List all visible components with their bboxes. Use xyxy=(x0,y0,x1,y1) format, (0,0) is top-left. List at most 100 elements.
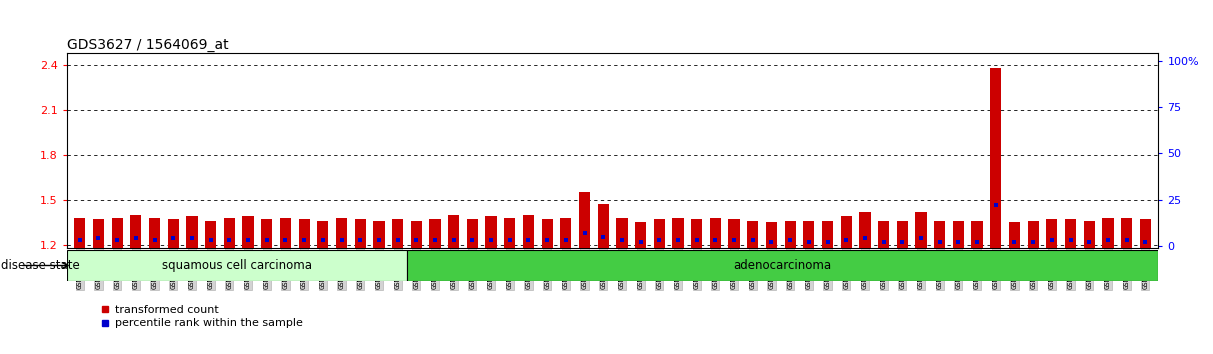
Text: adenocarcinoma: adenocarcinoma xyxy=(734,259,832,272)
Point xyxy=(426,238,445,243)
Bar xyxy=(841,216,852,248)
Bar xyxy=(691,219,702,248)
Bar xyxy=(896,221,907,248)
Bar xyxy=(505,218,516,248)
Point xyxy=(575,230,594,236)
Bar xyxy=(187,216,198,248)
Point xyxy=(238,238,257,243)
Point xyxy=(668,238,688,243)
Point xyxy=(593,234,613,239)
Point xyxy=(126,236,146,241)
Bar xyxy=(243,216,254,248)
Point xyxy=(556,238,575,243)
Point xyxy=(369,238,388,243)
Bar xyxy=(485,216,496,248)
Bar xyxy=(990,68,1002,248)
Bar xyxy=(654,219,665,248)
Bar xyxy=(747,221,758,248)
Bar xyxy=(112,218,123,248)
Point xyxy=(482,238,501,243)
Point xyxy=(818,239,837,245)
Point xyxy=(519,238,539,243)
Bar xyxy=(223,218,235,248)
Bar xyxy=(467,219,478,248)
Bar xyxy=(878,221,889,248)
Point xyxy=(182,236,201,241)
Point xyxy=(164,236,183,241)
Point xyxy=(687,238,706,243)
Point xyxy=(968,239,987,245)
Bar xyxy=(429,219,440,248)
Bar xyxy=(67,250,406,281)
Point xyxy=(855,236,875,241)
Bar xyxy=(859,212,871,248)
Point xyxy=(1080,239,1099,245)
Bar xyxy=(729,219,740,248)
Point xyxy=(1024,239,1043,245)
Point xyxy=(631,239,650,245)
Bar xyxy=(130,215,142,248)
Point xyxy=(89,236,108,241)
Point xyxy=(1042,238,1061,243)
Text: GDS3627 / 1564069_at: GDS3627 / 1564069_at xyxy=(67,38,228,52)
Point xyxy=(537,238,557,243)
Point xyxy=(1098,238,1117,243)
Text: squamous cell carcinoma: squamous cell carcinoma xyxy=(161,259,312,272)
Point xyxy=(911,236,930,241)
Point xyxy=(144,238,164,243)
Point xyxy=(837,238,856,243)
Point xyxy=(1117,238,1137,243)
Point xyxy=(108,238,127,243)
Bar xyxy=(93,219,104,248)
Point xyxy=(220,238,239,243)
Bar xyxy=(785,221,796,248)
Bar xyxy=(1047,219,1058,248)
Point xyxy=(650,238,670,243)
Point xyxy=(313,238,332,243)
Point xyxy=(500,238,519,243)
Bar xyxy=(1027,221,1038,248)
Legend: transformed count, percentile rank within the sample: transformed count, percentile rank withi… xyxy=(97,301,308,333)
Bar xyxy=(205,221,216,248)
Bar xyxy=(560,218,571,248)
Bar xyxy=(280,218,291,248)
Bar xyxy=(803,221,814,248)
Bar xyxy=(598,204,609,248)
Bar xyxy=(616,218,627,248)
Point xyxy=(388,238,408,243)
Bar xyxy=(167,219,178,248)
Bar xyxy=(1083,221,1095,248)
Point xyxy=(744,238,763,243)
Bar xyxy=(523,215,534,248)
Bar xyxy=(579,192,591,248)
Point xyxy=(1135,239,1155,245)
Point xyxy=(332,238,352,243)
Point xyxy=(780,238,799,243)
Bar xyxy=(406,250,1158,281)
Point xyxy=(351,238,370,243)
Point xyxy=(462,238,482,243)
Point xyxy=(724,238,744,243)
Point xyxy=(295,238,314,243)
Bar xyxy=(972,221,983,248)
Bar xyxy=(149,218,160,248)
Bar xyxy=(354,219,366,248)
Point xyxy=(706,238,725,243)
Bar xyxy=(934,221,945,248)
Bar xyxy=(916,212,927,248)
Point xyxy=(257,238,277,243)
Bar xyxy=(411,221,422,248)
Point xyxy=(1061,238,1081,243)
Bar xyxy=(74,218,85,248)
Bar xyxy=(261,219,273,248)
Point xyxy=(893,239,912,245)
Point xyxy=(275,238,295,243)
Bar xyxy=(822,221,833,248)
Point xyxy=(406,238,426,243)
Point xyxy=(1004,239,1024,245)
Text: disease state: disease state xyxy=(1,259,80,272)
Bar xyxy=(541,219,553,248)
Point xyxy=(986,202,1006,208)
Bar xyxy=(1009,222,1020,248)
Bar xyxy=(710,218,721,248)
